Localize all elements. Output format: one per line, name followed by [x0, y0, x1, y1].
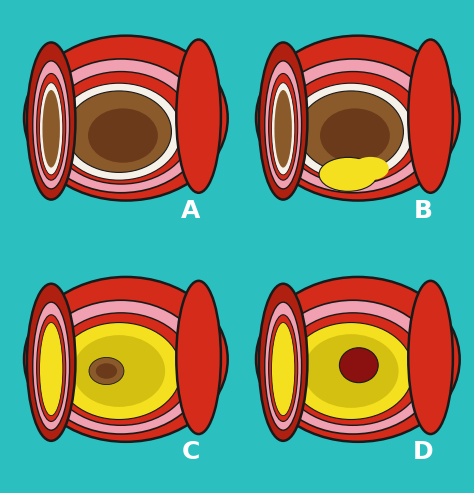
Ellipse shape: [36, 315, 66, 422]
Ellipse shape: [268, 59, 438, 193]
Ellipse shape: [27, 284, 75, 441]
Ellipse shape: [39, 322, 63, 416]
Ellipse shape: [320, 108, 390, 163]
Ellipse shape: [36, 59, 206, 193]
Ellipse shape: [67, 91, 172, 173]
Ellipse shape: [39, 83, 63, 175]
Ellipse shape: [269, 73, 298, 180]
Ellipse shape: [96, 363, 117, 379]
Ellipse shape: [281, 71, 425, 184]
Ellipse shape: [259, 284, 308, 441]
Ellipse shape: [303, 334, 399, 408]
Ellipse shape: [256, 35, 460, 201]
Ellipse shape: [256, 277, 460, 442]
Ellipse shape: [339, 348, 378, 383]
Ellipse shape: [408, 39, 453, 193]
Ellipse shape: [89, 357, 124, 385]
Ellipse shape: [289, 322, 413, 420]
Ellipse shape: [281, 313, 425, 425]
Ellipse shape: [33, 61, 70, 189]
Ellipse shape: [49, 313, 193, 425]
Ellipse shape: [88, 108, 158, 163]
Ellipse shape: [265, 302, 301, 430]
Ellipse shape: [352, 157, 389, 180]
Ellipse shape: [24, 277, 228, 442]
Ellipse shape: [269, 315, 298, 422]
Ellipse shape: [49, 71, 193, 184]
Ellipse shape: [24, 35, 228, 201]
Ellipse shape: [319, 157, 377, 191]
Ellipse shape: [176, 39, 221, 193]
Text: A: A: [181, 199, 201, 223]
Ellipse shape: [408, 281, 453, 434]
Text: D: D: [412, 440, 433, 464]
Text: C: C: [182, 440, 200, 464]
Text: B: B: [413, 199, 432, 223]
Ellipse shape: [272, 322, 295, 416]
Ellipse shape: [27, 42, 75, 200]
Ellipse shape: [272, 83, 295, 175]
Ellipse shape: [36, 300, 206, 434]
Ellipse shape: [265, 61, 301, 189]
Ellipse shape: [176, 281, 221, 434]
Ellipse shape: [33, 302, 70, 430]
Ellipse shape: [57, 322, 181, 420]
Ellipse shape: [36, 73, 66, 180]
Ellipse shape: [73, 335, 165, 407]
Ellipse shape: [268, 300, 438, 434]
Ellipse shape: [274, 90, 292, 168]
Ellipse shape: [57, 83, 181, 180]
Ellipse shape: [299, 91, 403, 173]
Ellipse shape: [43, 90, 60, 168]
Ellipse shape: [259, 42, 308, 200]
Ellipse shape: [289, 83, 413, 180]
